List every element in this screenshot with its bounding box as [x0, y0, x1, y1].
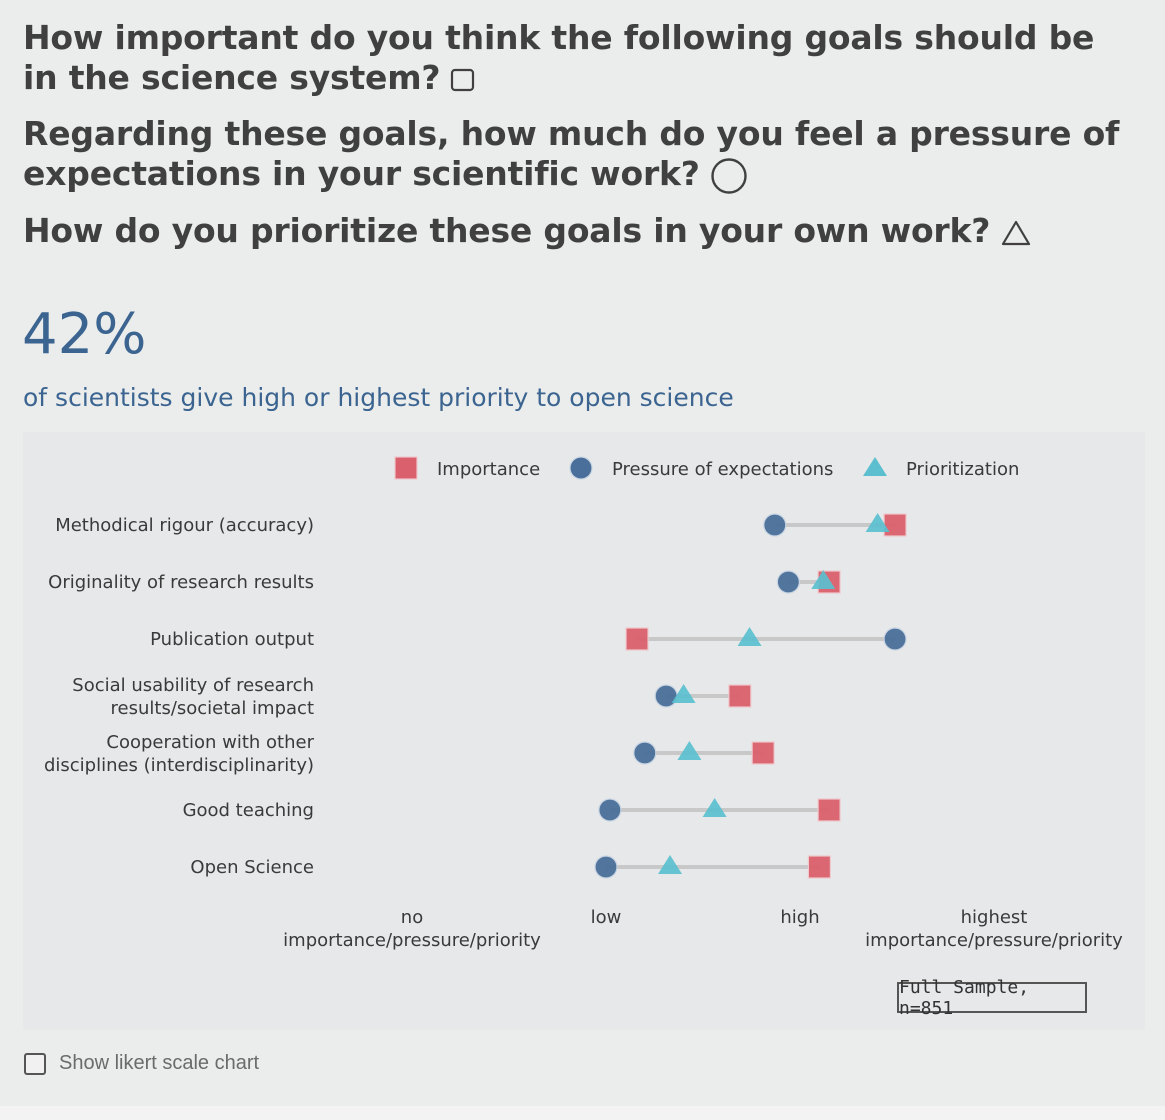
importance-marker [751, 741, 775, 765]
importance-marker [883, 513, 907, 537]
footer-band [0, 1106, 1165, 1120]
pressure-marker [654, 684, 678, 708]
prioritization-marker [658, 855, 683, 874]
prioritization-marker [865, 513, 890, 532]
question-prioritization-text: How do you prioritize these goals in you… [23, 211, 991, 250]
question-pressure-text: Regarding these goals, how much do you f… [23, 114, 1120, 193]
category-label: Good teaching [183, 800, 314, 821]
importance-marker [807, 855, 832, 879]
likert-toggle-label: Show likert scale chart [59, 1052, 260, 1074]
pressure-marker [594, 855, 618, 879]
likert-checkbox[interactable] [24, 1052, 46, 1075]
likert-toggle[interactable]: Show likert scale chart [24, 1052, 259, 1075]
x-tick-label: importance/pressure/priority [865, 930, 1123, 951]
category-label: Social usability of research [72, 675, 314, 696]
category-label: Originality of research results [48, 572, 314, 593]
category-label: Cooperation with other [106, 732, 314, 753]
question-pressure: Regarding these goals, how much do you f… [23, 114, 1123, 195]
prioritization-marker [677, 741, 702, 760]
legend-label-prioritization: Prioritization [906, 459, 1019, 480]
question-prioritization: How do you prioritize these goals in you… [23, 211, 1123, 251]
importance-marker [817, 798, 841, 822]
question-importance-text: How important do you think the following… [23, 18, 1095, 97]
question-importance: How important do you think the following… [23, 18, 1123, 98]
headline-caption: of scientists give high or highest prior… [23, 383, 734, 412]
headline-percentage: 42% [22, 302, 147, 367]
pressure-marker [598, 798, 622, 822]
sample-size-badge: Full Sample, n=851 [897, 977, 1087, 1019]
x-tick-label: importance/pressure/priority [283, 930, 541, 951]
circle-icon [711, 157, 747, 194]
x-tick-label: low [591, 907, 622, 928]
pressure-marker [883, 627, 907, 651]
category-label: Publication output [150, 629, 314, 650]
prioritization-marker [702, 798, 727, 817]
category-label: results/societal impact [111, 698, 314, 719]
legend-label-pressure: Pressure of expectations [612, 459, 833, 480]
category-label: Methodical rigour (accuracy) [55, 515, 314, 536]
x-tick-label: no [401, 907, 423, 928]
dot-plot-panel: Importance Pressure of expectations Priori… [23, 432, 1145, 1030]
legend-marker-prioritization [863, 457, 887, 476]
pressure-marker [633, 741, 657, 765]
pressure-marker [776, 570, 800, 594]
legend-marker-pressure [569, 456, 593, 480]
triangle-icon [1002, 220, 1031, 245]
prioritization-marker [671, 684, 696, 703]
importance-marker [728, 684, 752, 708]
legend-label-importance: Importance [437, 459, 540, 480]
dot-plot-chart: Importance Pressure of expectations Priori… [44, 456, 1123, 951]
category-label: Open Science [190, 857, 314, 878]
prioritization-marker [811, 570, 836, 589]
category-label: disciplines (interdisciplinarity) [44, 755, 314, 776]
importance-marker [625, 627, 649, 651]
square-icon [451, 68, 475, 91]
pressure-marker [763, 513, 787, 537]
x-tick-label: high [780, 907, 819, 928]
prioritization-marker [737, 627, 762, 646]
legend-marker-importance [394, 456, 418, 480]
x-tick-label: highest [961, 907, 1028, 928]
